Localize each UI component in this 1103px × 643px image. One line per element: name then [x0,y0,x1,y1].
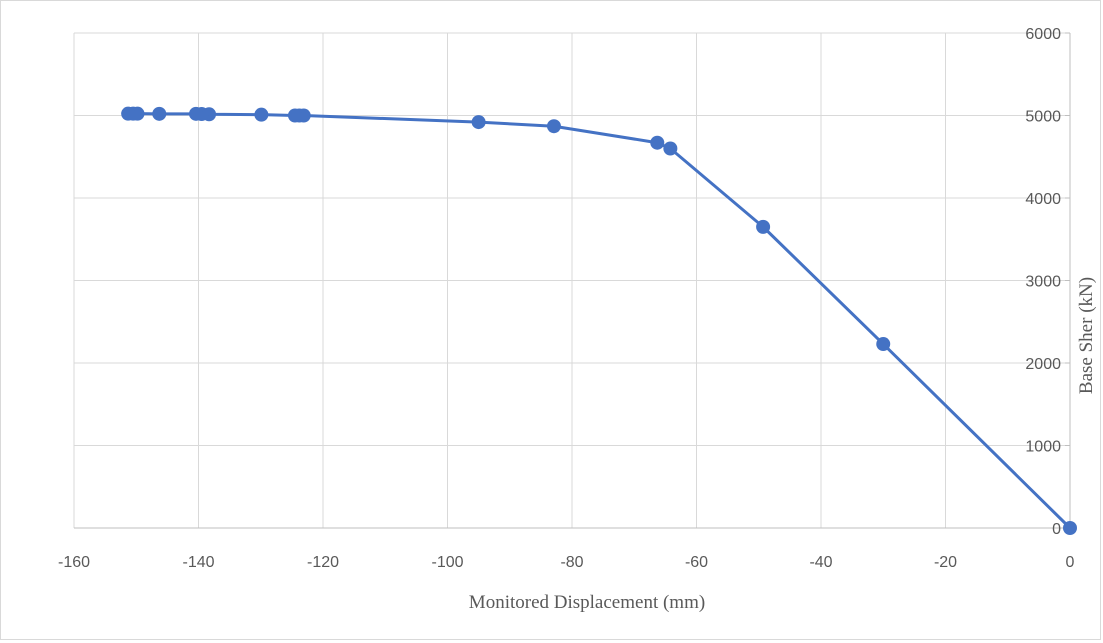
x-tick-label: -140 [182,554,214,571]
series-group [121,106,1077,535]
data-point [756,219,771,234]
x-tick-label: -80 [560,554,583,571]
x-tick-label: -40 [809,554,832,571]
x-tick-label: 0 [1066,554,1075,571]
tick-labels: -160 -140 -120 -100 -80 -60 -40 -20 00 1000 2000 30… [58,26,1075,571]
data-point [650,135,665,150]
x-tick-label: -120 [307,554,339,571]
data-point [189,106,204,121]
grid-lines [73,32,1070,528]
x-tick-label: -100 [431,554,463,571]
data-point [152,106,167,121]
data-point [471,115,486,130]
x-tick-label: -160 [58,554,90,571]
data-point [121,106,136,121]
data-point [876,337,891,352]
y-tick-label: 0 [1052,521,1061,538]
data-point [546,119,561,134]
axes [74,32,1071,529]
data-point [254,107,269,122]
y-tick-label: 6000 [1025,26,1061,43]
y-tick-label: 4000 [1025,191,1061,208]
data-point [287,108,302,123]
x-tick-label: -20 [934,554,957,571]
data-point [663,141,678,156]
y-tick-label: 2000 [1025,356,1061,373]
y-tick-label: 5000 [1025,109,1061,126]
data-point [1063,521,1077,535]
y-tick-label: 1000 [1025,439,1061,456]
x-axis-title: Monitored Displacement (mm) [469,592,705,613]
series-line [128,112,1072,530]
x-tick-label: -60 [685,554,708,571]
y-axis-title: Base Sher (kN) [1076,277,1097,394]
y-tick-label: 3000 [1025,274,1061,291]
